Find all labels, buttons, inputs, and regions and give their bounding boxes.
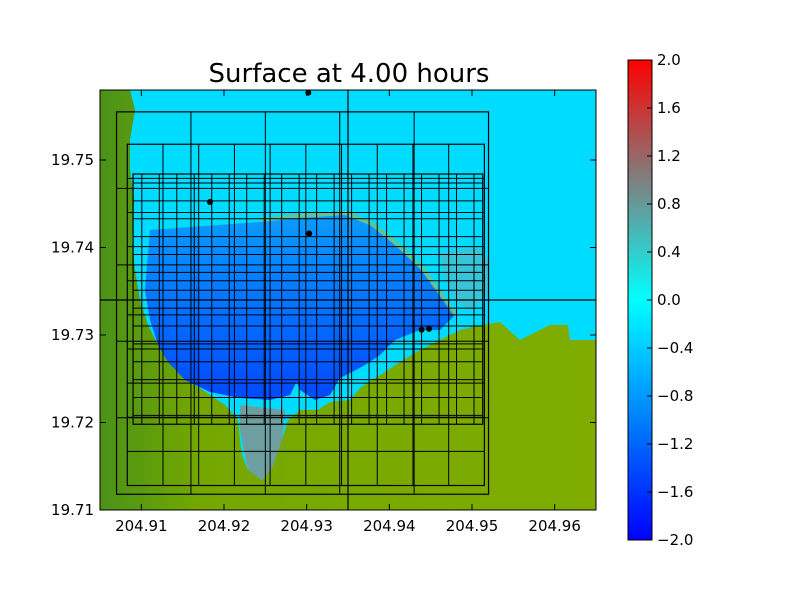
gauge-marker: [418, 326, 425, 333]
colorbar-tick-label: 2.0: [657, 51, 681, 69]
x-tick-label: 204.94: [363, 517, 416, 535]
x-tick-label: 204.92: [198, 517, 251, 535]
x-tick-label: 204.96: [528, 517, 581, 535]
x-tick-label: 204.95: [446, 517, 499, 535]
y-axis: 19.71 19.72 19.73 19.74 19.75: [51, 151, 596, 519]
colorbar-tick-label: 1.6: [657, 99, 681, 117]
x-tick-label: 204.91: [115, 517, 168, 535]
y-tick-label: 19.71: [51, 501, 94, 519]
colorbar-tick-label: 0.8: [657, 195, 681, 213]
colorbar-tick-label: −1.6: [657, 483, 693, 501]
y-tick-label: 19.72: [51, 414, 94, 432]
colorbar-tick-label: −0.8: [657, 387, 693, 405]
y-tick-label: 19.75: [51, 151, 94, 169]
chart-title: Surface at 4.00 hours: [209, 59, 490, 89]
plot-frame: [99, 89, 597, 511]
gauge-marker: [426, 325, 433, 332]
colorbar-ticks: 2.0 1.6 1.2 0.8 0.4 0.0 −0.4 −0.8 −1.2 −1.6 −2.0: [647, 51, 693, 549]
gauge-marker: [206, 199, 213, 205]
colorbar-tick-label: −0.4: [657, 339, 693, 357]
colorbar-tick-label: 0.4: [657, 243, 681, 261]
grid-patch-level-2: [115, 111, 490, 495]
colorbar-tick-label: 0.0: [657, 291, 681, 309]
colorbar-tick-label: −2.0: [657, 531, 693, 549]
colorbar: 2.0 1.6 1.2 0.8 0.4 0.0 −0.4 −0.8 −1.2 −1.6 −2.0: [627, 51, 693, 549]
y-tick-label: 19.74: [51, 239, 94, 257]
plot-area: [100, 90, 596, 510]
colorbar-tick-label: −1.2: [657, 435, 693, 453]
x-tick-label: 204.93: [280, 517, 333, 535]
y-tick-label: 19.73: [51, 326, 94, 344]
nearshore-grey-patch: [440, 248, 490, 310]
grid-patch-level-4: [132, 173, 484, 425]
x-axis: 204.91 204.92 204.93 204.94 204.95 204.96: [115, 90, 581, 535]
colorbar-tick-label: 1.2: [657, 147, 681, 165]
amr-grid-lines: [100, 90, 596, 510]
gauge-marker: [306, 230, 313, 237]
